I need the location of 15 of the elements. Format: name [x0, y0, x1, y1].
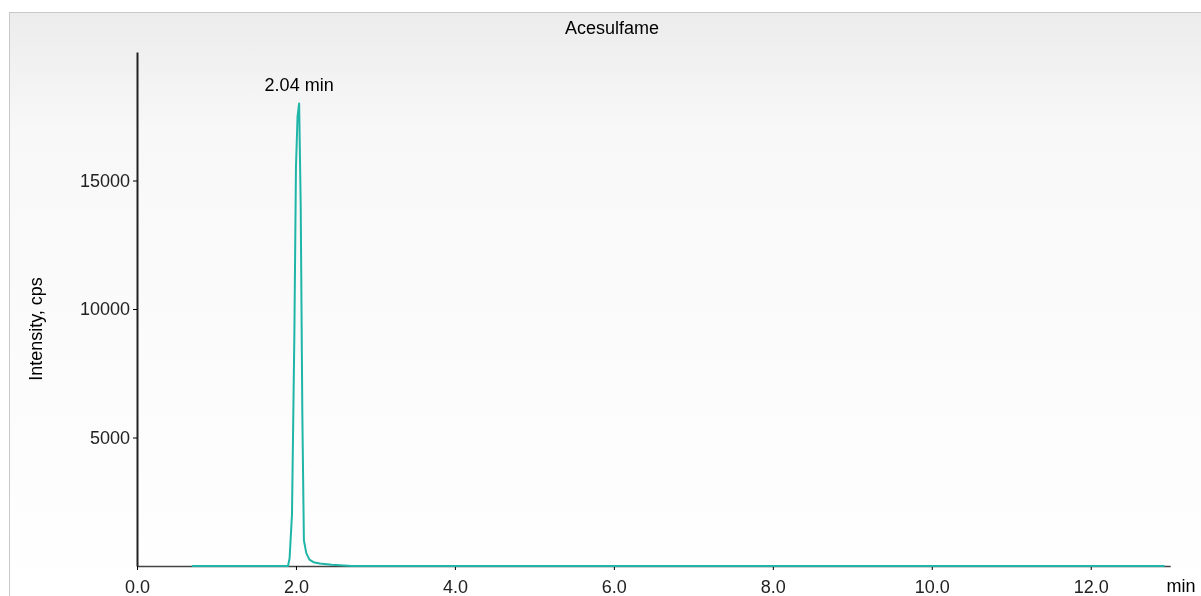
x-tick-label: 10.0 [914, 576, 950, 596]
x-tick-label: 0.0 [124, 576, 151, 596]
x-axis-title: min [1166, 576, 1196, 596]
y-tick-label: 15000 [79, 170, 130, 191]
line-series [190, 102, 1166, 567]
y-axis-title: Intensity, cps [26, 277, 46, 381]
x-tick-label: 8.0 [760, 576, 786, 596]
x-tick-label: 6.0 [601, 576, 627, 596]
chart-title: Acesulfame [564, 18, 660, 38]
x-tick-label: 2.0 [283, 576, 309, 596]
x-tick-label: 12.0 [1073, 576, 1109, 596]
x-tick-label: 4.0 [442, 576, 468, 596]
y-tick-label: 5000 [89, 427, 130, 448]
annotation: 2.04 min [264, 75, 334, 96]
y-tick-label: 10000 [79, 299, 130, 320]
